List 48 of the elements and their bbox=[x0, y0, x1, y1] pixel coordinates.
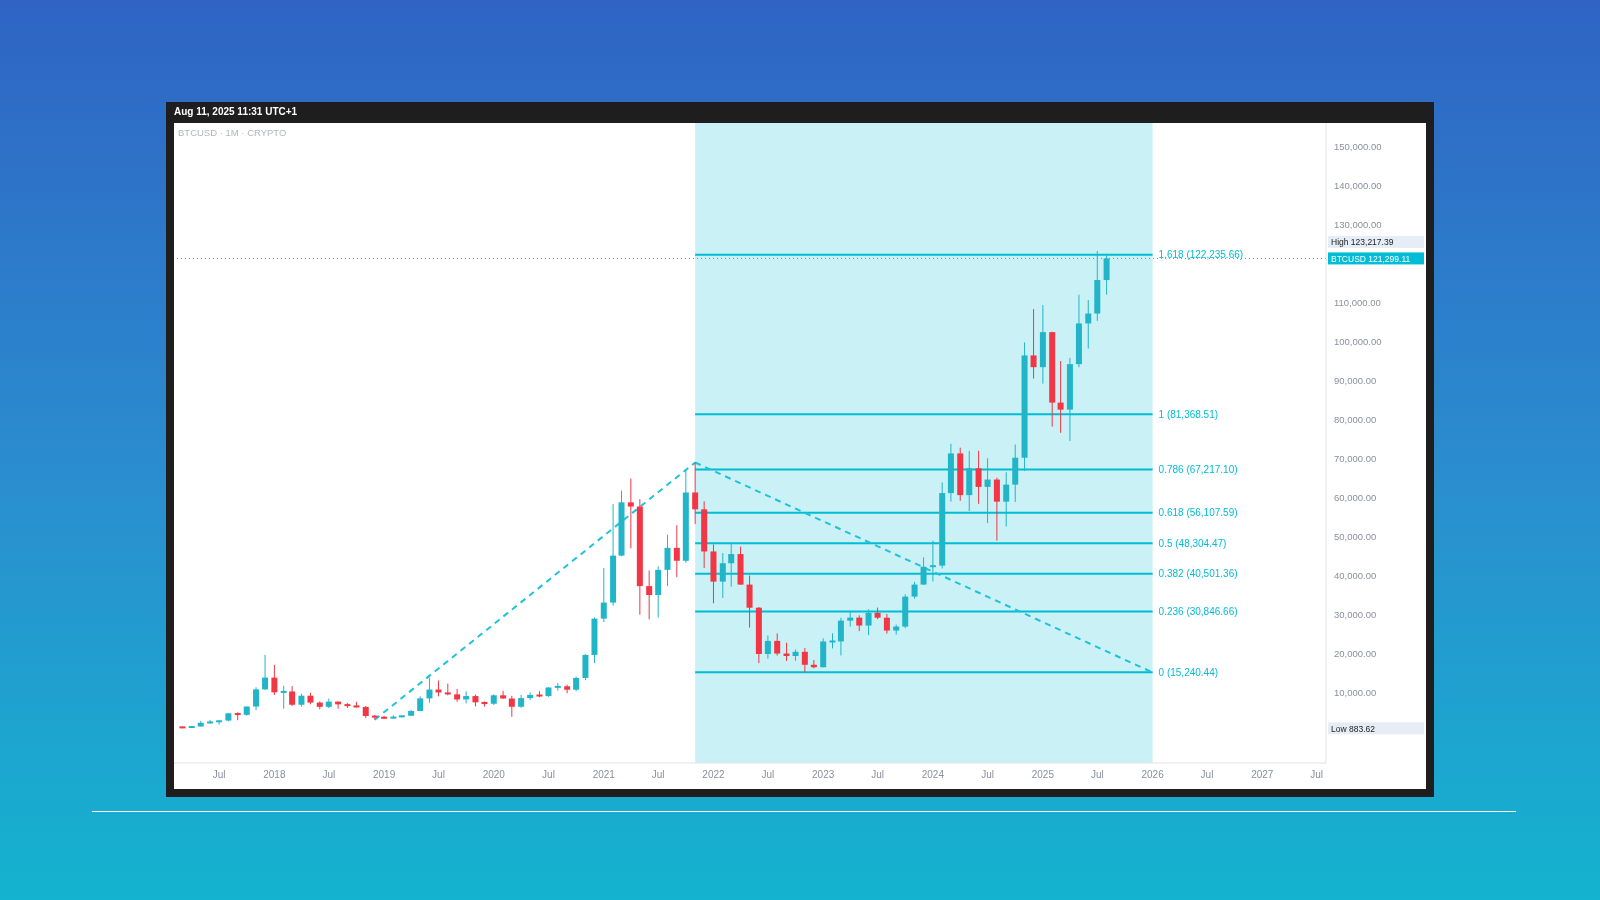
y-tick-label: 140,000.00 bbox=[1334, 179, 1382, 191]
x-tick-label: 2020 bbox=[482, 769, 506, 781]
ref-line-label: 0.618 (56,107.59) bbox=[1158, 507, 1238, 519]
y-tick-label: 100,000.00 bbox=[1334, 335, 1382, 347]
y-tick-label: 40,000.00 bbox=[1334, 570, 1377, 582]
ref-line-label: 1.618 (122,235.66) bbox=[1158, 249, 1244, 261]
chart-title: BTCUSD · 1M · CRYPTO bbox=[178, 127, 287, 138]
x-tick-label: 2026 bbox=[1141, 769, 1165, 781]
x-tick-label: 2025 bbox=[1031, 769, 1055, 781]
y-tick-label: 10,000.00 bbox=[1334, 687, 1377, 699]
y-tick-label: 70,000.00 bbox=[1334, 452, 1377, 464]
ref-line-label: 0 (15,240.44) bbox=[1158, 666, 1219, 678]
x-tick-label: 2023 bbox=[812, 769, 835, 781]
x-tick-label: 2018 bbox=[263, 769, 286, 781]
ref-line-label: 0.5 (48,304.47) bbox=[1158, 537, 1227, 549]
ref-line-label: BTCUSD 121,299.11 bbox=[1331, 253, 1411, 264]
text: Aug 11, 2025 11:31 UTC+1 bbox=[174, 106, 298, 117]
text: High 123,217.39 bbox=[1331, 237, 1394, 248]
x-tick-label: Jul bbox=[871, 769, 884, 781]
x-tick-label: Jul bbox=[212, 769, 226, 781]
x-tick-label: Jul bbox=[1090, 769, 1104, 781]
x-tick-label: 2021 bbox=[592, 769, 616, 781]
text: Low 883.62 bbox=[1331, 723, 1376, 734]
y-tick-label: 90,000.00 bbox=[1334, 374, 1377, 386]
y-tick-label: 30,000.00 bbox=[1334, 609, 1377, 621]
x-tick-label: 2024 bbox=[921, 769, 945, 781]
y-tick-label: 80,000.00 bbox=[1334, 413, 1377, 425]
y-tick-label: 20,000.00 bbox=[1334, 648, 1377, 660]
y-tick-label: 50,000.00 bbox=[1334, 531, 1377, 543]
ref-line-label: 1 (81,368.51) bbox=[1158, 408, 1219, 420]
x-tick-label: Jul bbox=[322, 769, 336, 781]
x-tick-label: Jul bbox=[651, 769, 665, 781]
y-tick-label: 60,000.00 bbox=[1334, 492, 1377, 504]
x-tick-label: Jul bbox=[1310, 769, 1324, 781]
y-tick-label: 150,000.00 bbox=[1334, 140, 1382, 152]
x-tick-label: 2027 bbox=[1251, 769, 1274, 781]
ref-line-label: 0.382 (40,501.36) bbox=[1158, 568, 1238, 580]
x-tick-label: Jul bbox=[542, 769, 555, 781]
x-tick-label: Jul bbox=[981, 769, 994, 781]
x-tick-label: 2022 bbox=[702, 769, 726, 781]
y-tick-label: 130,000.00 bbox=[1334, 218, 1382, 230]
x-tick-label: Jul bbox=[1200, 769, 1214, 781]
ref-line-label: 0.786 (67,217.10) bbox=[1158, 463, 1238, 475]
ref-line-label: 0.236 (30,846.66) bbox=[1158, 605, 1238, 617]
x-tick-label: 2019 bbox=[372, 769, 396, 781]
x-tick-label: Jul bbox=[761, 769, 775, 781]
x-tick-label: Jul bbox=[432, 769, 445, 781]
y-tick-label: 110,000.00 bbox=[1334, 296, 1381, 308]
